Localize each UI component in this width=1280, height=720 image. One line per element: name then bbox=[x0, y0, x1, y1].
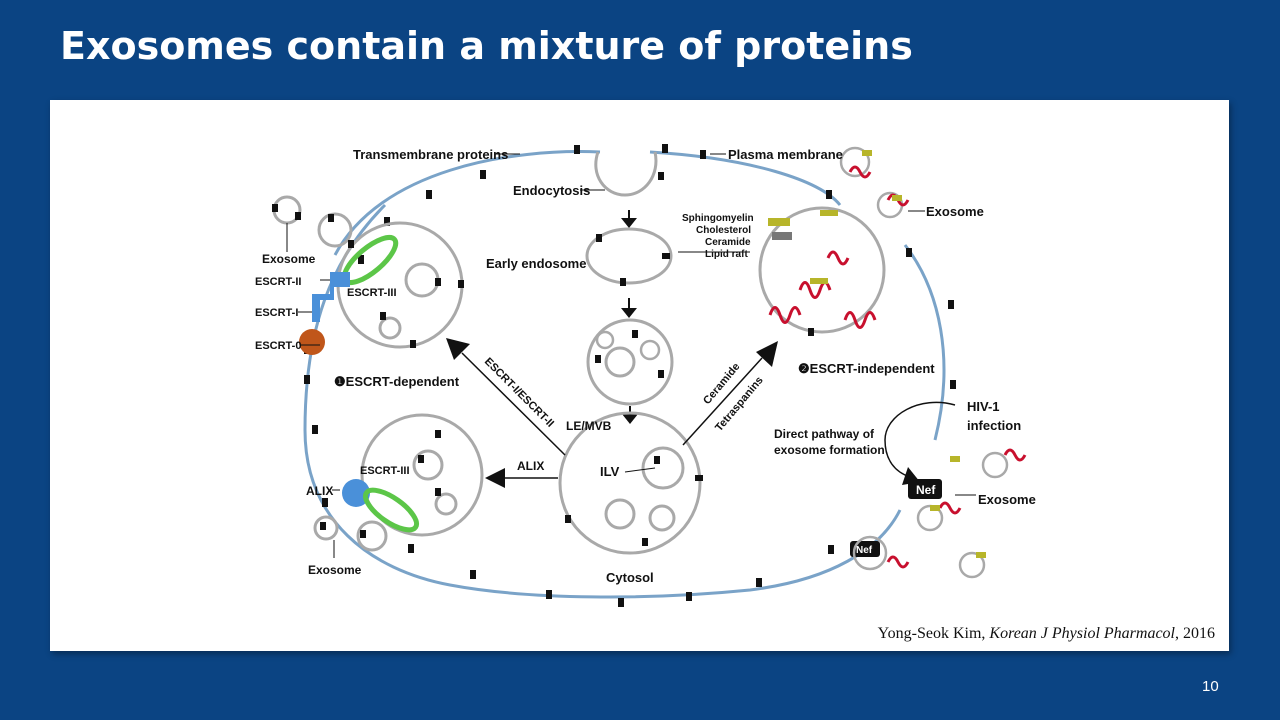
alix-protein bbox=[342, 479, 370, 507]
nef-box-1 bbox=[908, 479, 942, 499]
label-escrt-ii: ESCRT-II bbox=[255, 276, 301, 288]
label-alix-left: ALIX bbox=[306, 484, 333, 498]
label-cytosol: Cytosol bbox=[606, 570, 654, 585]
plasma-membrane bbox=[303, 150, 946, 599]
exosomes-bottom-right bbox=[852, 448, 1027, 579]
citation-year: , 2016 bbox=[1175, 625, 1215, 642]
label-escrt-i-ii-arrow: ESCRT-I/ESCRT-II bbox=[482, 356, 556, 430]
page-number: 10 bbox=[1202, 678, 1219, 695]
label-escrt-i: ESCRT-I bbox=[255, 307, 298, 319]
early-endosome bbox=[585, 227, 673, 285]
label-direct-pathway-2: exosome formation bbox=[774, 443, 885, 457]
label-escrt-dependent: ❶ESCRT-dependent bbox=[334, 374, 460, 389]
label-exosome-bottomleft: Exosome bbox=[308, 563, 362, 577]
lipid-raft-molecules bbox=[768, 210, 838, 284]
citation-journal: Korean J Physiol Pharmacol bbox=[989, 625, 1175, 642]
label-ceramide-lipid: Ceramide bbox=[705, 237, 751, 248]
label-direct-pathway-1: Direct pathway of bbox=[774, 427, 875, 441]
label-cholesterol: Cholesterol bbox=[696, 225, 751, 236]
label-nef-2: Nef bbox=[856, 545, 873, 556]
label-exosome-topleft: Exosome bbox=[262, 252, 316, 266]
slide-title: Exosomes contain a mixture of proteins bbox=[60, 24, 913, 68]
escrt-iii-complex-bottom bbox=[362, 487, 420, 533]
escrt-i-ii-complex bbox=[312, 272, 350, 322]
hiv-infection-arrow bbox=[884, 401, 956, 478]
label-lipid-raft: Lipid raft bbox=[705, 249, 748, 260]
escrt-0-complex bbox=[299, 329, 325, 355]
label-transmembrane-proteins: Transmembrane proteins bbox=[353, 147, 508, 162]
label-ilv: ILV bbox=[600, 464, 620, 479]
maturing-endosome bbox=[586, 318, 674, 406]
endocytosis-pit bbox=[594, 151, 658, 197]
alix-mvb bbox=[360, 413, 484, 537]
label-alix-arrow: ALIX bbox=[517, 459, 544, 473]
label-nef-1: Nef bbox=[916, 483, 936, 497]
late-endosome-mvb bbox=[558, 411, 702, 555]
citation: Yong-Seok Kim, Korean J Physiol Pharmaco… bbox=[878, 625, 1215, 643]
label-endocytosis: Endocytosis bbox=[513, 183, 590, 198]
label-plasma-membrane: Plasma membrane bbox=[728, 147, 843, 162]
exosome-biogenesis-diagram: Transmembrane proteins Plasma membrane E… bbox=[255, 144, 1036, 607]
label-escrt-0: ESCRT-0 bbox=[255, 340, 301, 352]
label-hiv-1: HIV-1 bbox=[967, 399, 1000, 414]
label-escrt-independent: ❷ESCRT-independent bbox=[798, 361, 935, 376]
label-escrt-iii-top: ESCRT-III bbox=[347, 287, 397, 299]
label-escrt-iii-bottom: ESCRT-III bbox=[360, 465, 410, 477]
label-exosome-topright: Exosome bbox=[926, 204, 984, 219]
diagram-panel: Transmembrane proteins Plasma membrane E… bbox=[50, 100, 1229, 651]
label-hiv-infection: infection bbox=[967, 418, 1021, 433]
escrt-independent-mvb bbox=[758, 206, 886, 334]
label-exosome-right: Exosome bbox=[978, 492, 1036, 507]
transmembrane-protein-markers bbox=[304, 144, 956, 607]
tetraspanin-proteins bbox=[768, 250, 877, 329]
label-early-endosome: Early endosome bbox=[486, 256, 586, 271]
label-sphingomyelin: Sphingomyelin bbox=[682, 213, 754, 224]
exosomes-top-right bbox=[839, 146, 910, 219]
citation-author: Yong-Seok Kim, bbox=[877, 625, 990, 642]
label-le-mvb: LE/MVB bbox=[566, 419, 612, 433]
